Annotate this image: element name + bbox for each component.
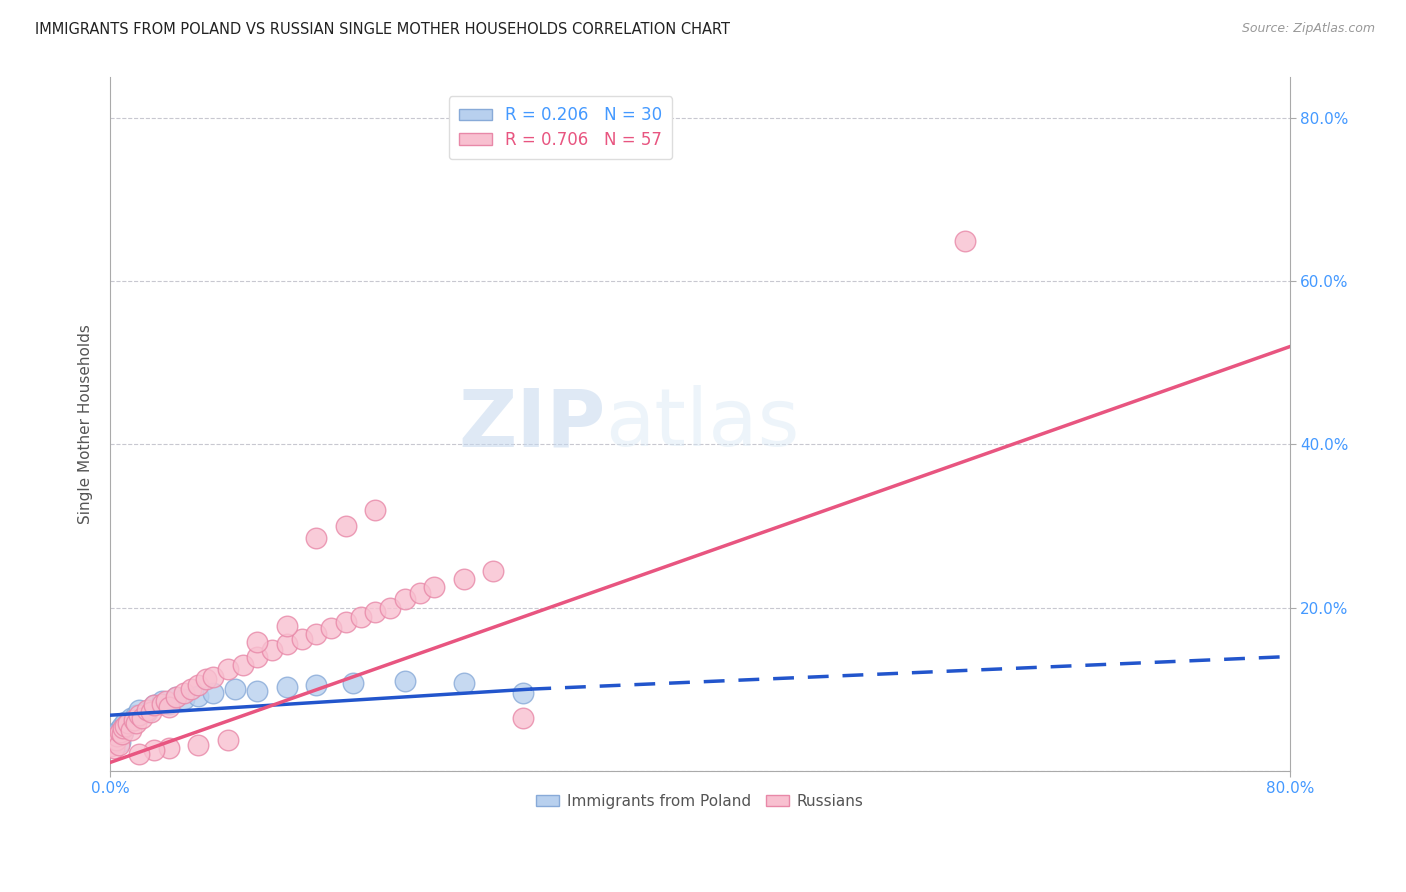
Point xyxy=(232,657,254,672)
Point xyxy=(173,692,195,706)
Point xyxy=(335,615,357,630)
Point xyxy=(246,649,269,664)
Point xyxy=(122,713,145,727)
Text: atlas: atlas xyxy=(606,385,800,463)
Point xyxy=(187,689,209,703)
Point xyxy=(291,632,314,646)
Point xyxy=(128,708,150,723)
Point xyxy=(408,586,430,600)
Point xyxy=(276,618,298,632)
Point xyxy=(131,711,153,725)
Point xyxy=(276,681,298,695)
Point xyxy=(394,673,416,688)
Point xyxy=(321,621,343,635)
Point xyxy=(120,711,142,725)
Point xyxy=(217,662,239,676)
Point xyxy=(394,592,416,607)
Point xyxy=(110,724,132,739)
Point xyxy=(122,713,145,727)
Point xyxy=(101,735,124,749)
Point xyxy=(364,605,387,619)
Point xyxy=(512,711,534,725)
Point xyxy=(112,724,135,739)
Point xyxy=(512,686,534,700)
Point xyxy=(107,723,129,737)
Y-axis label: Single Mother Households: Single Mother Households xyxy=(79,324,93,524)
Legend: Immigrants from Poland, Russians: Immigrants from Poland, Russians xyxy=(530,788,870,815)
Point xyxy=(194,673,217,687)
Point xyxy=(224,682,246,697)
Point xyxy=(364,502,387,516)
Point xyxy=(342,675,364,690)
Point xyxy=(453,675,475,690)
Point xyxy=(187,678,209,692)
Point xyxy=(141,705,163,719)
Point xyxy=(110,735,132,749)
Point xyxy=(276,637,298,651)
Point xyxy=(165,690,187,705)
Point xyxy=(101,731,124,745)
Point xyxy=(111,719,134,733)
Point xyxy=(202,686,225,700)
Text: Source: ZipAtlas.com: Source: ZipAtlas.com xyxy=(1241,22,1375,36)
Point xyxy=(180,682,202,697)
Point xyxy=(482,564,505,578)
Point xyxy=(103,727,125,741)
Point xyxy=(165,690,187,705)
Point xyxy=(100,739,122,754)
Text: ZIP: ZIP xyxy=(458,385,606,463)
Point xyxy=(453,572,475,586)
Point xyxy=(246,635,269,649)
Point xyxy=(104,732,127,747)
Point xyxy=(150,694,173,708)
Point xyxy=(112,721,135,735)
Text: IMMIGRANTS FROM POLAND VS RUSSIAN SINGLE MOTHER HOUSEHOLDS CORRELATION CHART: IMMIGRANTS FROM POLAND VS RUSSIAN SINGLE… xyxy=(35,22,730,37)
Point xyxy=(143,743,166,757)
Point xyxy=(125,708,148,723)
Point xyxy=(143,698,166,713)
Point xyxy=(104,732,127,747)
Point xyxy=(105,730,128,744)
Point xyxy=(125,716,148,731)
Point xyxy=(103,740,125,755)
Point xyxy=(128,702,150,716)
Point xyxy=(157,740,180,755)
Point xyxy=(350,610,373,624)
Point xyxy=(128,747,150,762)
Point xyxy=(135,705,157,719)
Point xyxy=(217,732,239,747)
Point xyxy=(173,686,195,700)
Point xyxy=(187,738,209,752)
Point xyxy=(120,723,142,737)
Point xyxy=(143,698,166,713)
Point xyxy=(157,697,180,711)
Point xyxy=(246,683,269,698)
Point xyxy=(955,234,977,248)
Point xyxy=(117,716,139,731)
Point xyxy=(305,678,328,692)
Point xyxy=(262,643,284,657)
Point xyxy=(335,519,357,533)
Point xyxy=(117,716,139,731)
Point xyxy=(107,738,129,752)
Point xyxy=(114,714,136,729)
Point xyxy=(105,730,128,744)
Point xyxy=(380,600,402,615)
Point xyxy=(157,700,180,714)
Point xyxy=(114,719,136,733)
Point xyxy=(135,702,157,716)
Point xyxy=(155,694,177,708)
Point xyxy=(305,531,328,545)
Point xyxy=(202,670,225,684)
Point xyxy=(111,727,134,741)
Point xyxy=(150,697,173,711)
Point xyxy=(423,580,446,594)
Point xyxy=(305,626,328,640)
